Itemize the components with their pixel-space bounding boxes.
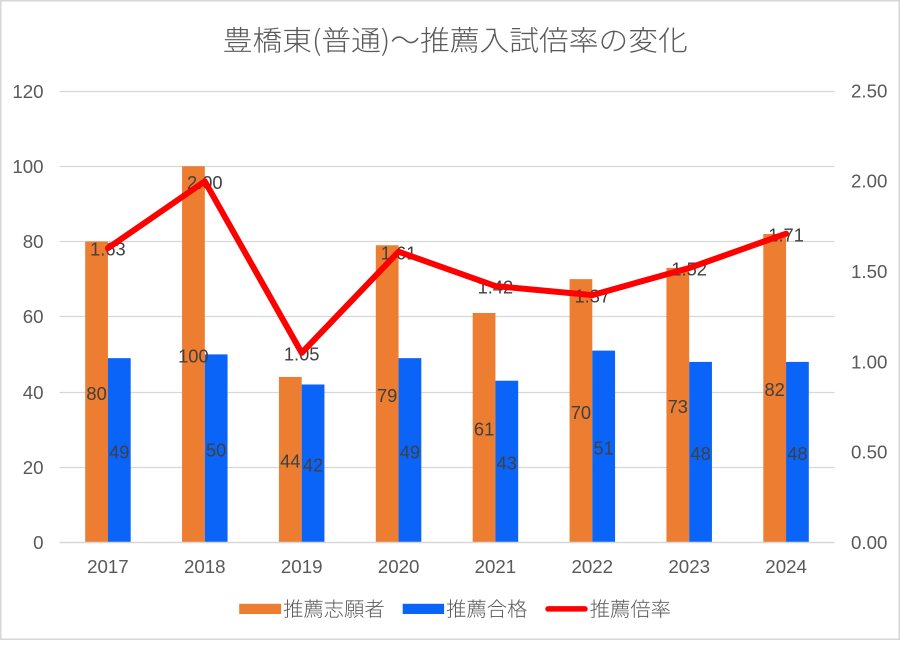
- svg-text:2017: 2017: [87, 556, 129, 577]
- svg-text:2019: 2019: [281, 556, 323, 577]
- svg-text:40: 40: [23, 382, 44, 403]
- svg-text:0.50: 0.50: [851, 442, 887, 463]
- svg-text:61: 61: [474, 419, 494, 440]
- svg-text:79: 79: [377, 385, 397, 406]
- svg-text:120: 120: [12, 81, 43, 102]
- svg-text:51: 51: [594, 438, 614, 459]
- svg-text:0.00: 0.00: [851, 532, 887, 553]
- svg-text:49: 49: [400, 441, 420, 462]
- svg-text:48: 48: [787, 443, 807, 464]
- svg-text:80: 80: [86, 383, 106, 404]
- svg-text:49: 49: [109, 441, 129, 462]
- svg-text:2.00: 2.00: [851, 171, 887, 192]
- svg-text:100: 100: [12, 156, 43, 177]
- svg-text:42: 42: [303, 455, 323, 476]
- svg-text:2024: 2024: [765, 556, 807, 577]
- svg-text:50: 50: [206, 439, 226, 460]
- svg-text:82: 82: [765, 379, 785, 400]
- svg-text:20: 20: [23, 457, 44, 478]
- svg-text:100: 100: [178, 345, 209, 366]
- svg-text:2021: 2021: [475, 556, 517, 577]
- svg-text:1.50: 1.50: [851, 261, 887, 282]
- svg-text:60: 60: [23, 306, 44, 327]
- svg-text:2023: 2023: [668, 556, 710, 577]
- svg-text:43: 43: [497, 453, 517, 474]
- svg-text:1.00: 1.00: [851, 351, 887, 372]
- svg-text:80: 80: [23, 231, 44, 252]
- svg-text:2020: 2020: [378, 556, 420, 577]
- svg-text:70: 70: [571, 402, 591, 423]
- svg-text:2.50: 2.50: [851, 80, 887, 101]
- svg-text:2018: 2018: [184, 556, 226, 577]
- svg-text:48: 48: [690, 443, 710, 464]
- svg-text:2022: 2022: [572, 556, 614, 577]
- svg-text:44: 44: [280, 451, 300, 472]
- svg-text:0: 0: [33, 532, 43, 553]
- svg-text:73: 73: [668, 396, 688, 417]
